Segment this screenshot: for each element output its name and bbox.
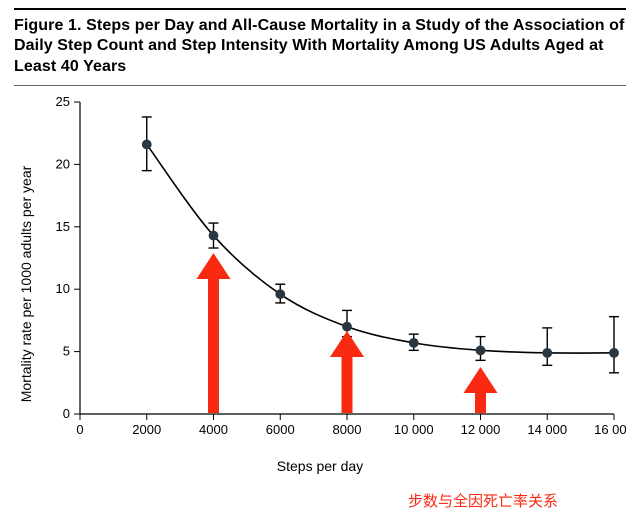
chinese-caption: 步数与全因死亡率关系 [408, 490, 558, 511]
y-tick-label: 0 [63, 406, 70, 421]
data-point-marker [610, 349, 619, 358]
data-point-marker [142, 140, 151, 149]
y-axis-label: Mortality rate per 1000 adults per year [18, 166, 34, 403]
top-rule [14, 8, 626, 10]
figure-label: Figure 1. [14, 17, 82, 34]
x-tick-label: 0 [76, 422, 83, 437]
annotation-arrow-shaft [208, 279, 219, 413]
y-tick-label: 10 [56, 282, 70, 297]
annotation-arrow-shaft [342, 357, 353, 413]
annotation-arrow-head [330, 331, 364, 357]
data-point-marker [276, 290, 285, 299]
x-tick-label: 4000 [199, 422, 228, 437]
chart-area: Mortality rate per 1000 adults per year … [14, 94, 626, 474]
x-tick-label: 12 000 [461, 422, 501, 437]
data-point-marker [343, 323, 352, 332]
y-tick-label: 20 [56, 157, 70, 172]
x-tick-label: 10 000 [394, 422, 434, 437]
figure-title-text: Steps per Day and All-Cause Mortality in… [14, 17, 624, 75]
data-point-marker [409, 339, 418, 348]
annotation-arrow-shaft [475, 393, 486, 413]
data-point-marker [543, 349, 552, 358]
figure-container: Figure 1. Steps per Day and All-Cause Mo… [0, 0, 640, 518]
y-tick-label: 5 [63, 344, 70, 359]
y-tick-label: 15 [56, 219, 70, 234]
x-tick-label: 8000 [333, 422, 362, 437]
data-point-marker [476, 346, 485, 355]
figure-title: Figure 1. Steps per Day and All-Cause Mo… [14, 16, 626, 77]
x-tick-label: 6000 [266, 422, 295, 437]
title-underline [14, 85, 626, 86]
x-tick-label: 14 000 [527, 422, 567, 437]
x-tick-label: 2000 [132, 422, 161, 437]
x-tick-label: 16 000 [594, 422, 626, 437]
x-axis-label: Steps per day [14, 458, 626, 474]
annotation-arrow-head [197, 253, 231, 279]
mortality-chart: 0 5 10 15 20 25 0 2000 4000 6000 8000 10 000 12 000 1… [14, 94, 626, 454]
data-point-marker [209, 232, 218, 241]
y-tick-label: 25 [56, 94, 70, 109]
annotation-arrow-head [464, 367, 498, 393]
